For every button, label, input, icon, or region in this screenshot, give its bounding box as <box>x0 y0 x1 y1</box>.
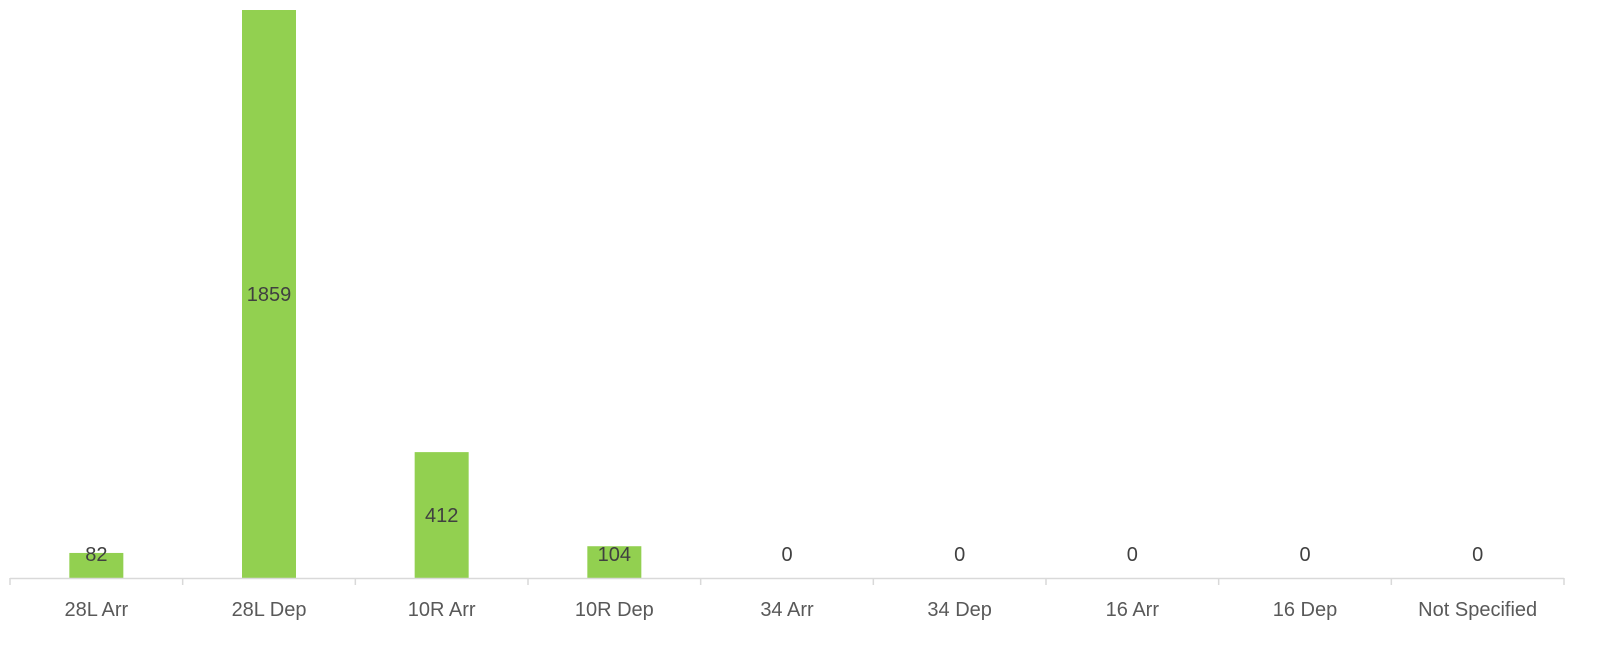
x-tick-label: 16 Dep <box>1273 599 1338 621</box>
x-tick-label: 10R Arr <box>408 599 476 621</box>
x-tick-label: 28L Dep <box>232 599 307 621</box>
x-axis: 28L Arr 28L Dep 10R Arr 10R Dep 34 Arr 34 Dep… <box>9 577 1565 621</box>
x-tick-label: 28L Arr <box>64 599 128 621</box>
data-label: 104 <box>598 544 631 566</box>
data-label: 1859 <box>247 284 292 306</box>
data-label: 0 <box>781 544 792 566</box>
bars-layer <box>69 10 642 578</box>
data-labels-layer: 82 1859 412 104 0 0 0 0 0 <box>85 284 1483 566</box>
bar-10r-arr <box>414 452 469 578</box>
x-tick-label: 34 Dep <box>927 599 992 621</box>
x-tick-label: 10R Dep <box>575 599 654 621</box>
x-tick-label: 34 Arr <box>760 599 814 621</box>
bar-28l-arr <box>69 552 124 578</box>
data-label: 0 <box>1472 544 1483 566</box>
data-label: 412 <box>425 505 458 527</box>
data-label: 0 <box>954 544 965 566</box>
data-label: 0 <box>1127 544 1138 566</box>
data-label: 82 <box>85 544 107 566</box>
x-tick-label: Not Specified <box>1418 599 1537 621</box>
bar-10r-dep <box>587 546 642 578</box>
bar-28l-dep <box>242 10 296 578</box>
data-label: 0 <box>1299 544 1310 566</box>
x-tick-label: 16 Arr <box>1106 599 1160 621</box>
